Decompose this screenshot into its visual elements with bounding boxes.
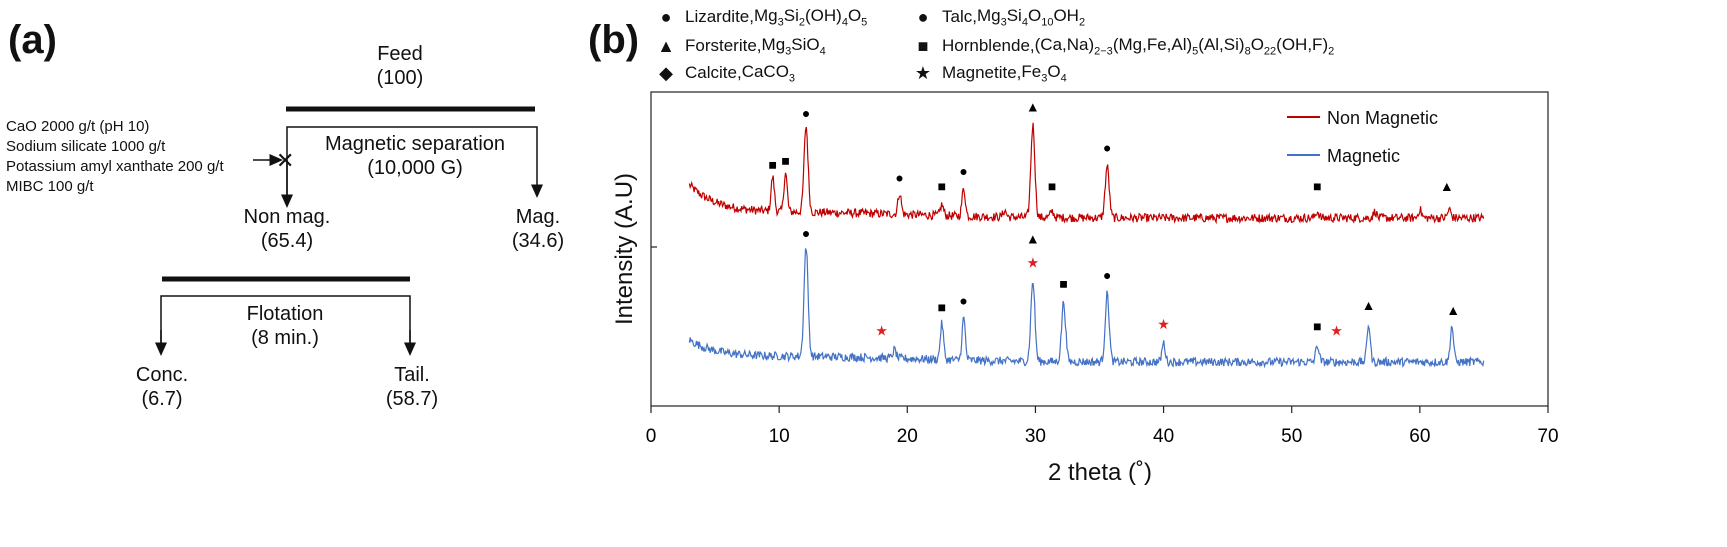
magsep-field: (10,000 G) — [367, 157, 463, 179]
conc-value: (6.7) — [141, 388, 183, 410]
peak-marker-lizardite: ● — [802, 105, 810, 121]
peak-marker-forsterite: ▲ — [1362, 297, 1376, 313]
series-line-non-magnetic — [688, 122, 1485, 225]
peak-marker-magnetite: ★ — [1157, 316, 1170, 332]
condition-2: Potassium amyl xanthate 200 g/t — [6, 158, 224, 175]
series-layer — [688, 122, 1485, 369]
peak-marker-hornblende: ■ — [769, 157, 777, 173]
phase-formula: CaCO3 — [741, 62, 796, 85]
peak-marker-hornblende: ■ — [938, 178, 946, 194]
condition-1: Sodium silicate 1000 g/t — [6, 138, 166, 155]
phase-legend-forsterite: ▲ Forsterite, Mg3SiO4 — [655, 35, 826, 57]
peak-marker-lizardite: ● — [1103, 139, 1111, 155]
y-axis-label: Intensity (A.U) — [611, 173, 638, 325]
condition-3: MIBC 100 g/t — [6, 178, 94, 195]
flowsheet-lines — [155, 106, 543, 356]
flotation-bracket — [160, 295, 411, 348]
x-tick-label: 50 — [1281, 426, 1302, 447]
cross-mark: ✕ — [276, 148, 295, 173]
phase-formula: (Ca,Na)2−3(Mg,Fe,Al)5(Al,Si)8O22(OH,F)2 — [1034, 35, 1335, 58]
legend-label-magnetic: Magnetic — [1327, 146, 1400, 166]
peak-marker-hornblende: ■ — [1048, 178, 1056, 194]
condition-0: CaO 2000 g/t (pH 10) — [6, 118, 150, 135]
flotation-label: Flotation — [246, 303, 324, 325]
peak-marker-forsterite: ▲ — [1026, 99, 1040, 115]
mag-value: (34.6) — [511, 230, 565, 252]
peak-marker-lizardite: ● — [802, 225, 810, 241]
peak-marker-forsterite: ▲ — [1446, 302, 1460, 318]
phase-legend-calcite: ◆ Calcite, CaCO3 — [655, 62, 795, 84]
phase-symbol: ■ — [917, 35, 929, 56]
phase-name: Talc, — [942, 7, 977, 27]
peak-marker-lizardite: ● — [959, 293, 967, 309]
panel-b-label: (b) — [588, 18, 640, 62]
series-line-magnetic — [688, 248, 1485, 369]
phase-name: Forsterite, — [685, 36, 762, 56]
phase-symbol: ● — [917, 6, 929, 27]
peak-marker-magnetite: ★ — [1027, 254, 1040, 270]
peak-marker-forsterite: ▲ — [1440, 178, 1454, 194]
phase-legend-lizardite: ● Lizardite, Mg3Si2(OH)4O5 — [655, 6, 868, 29]
peak-marker-hornblende: ■ — [1059, 276, 1067, 292]
x-tick-label: 60 — [1409, 426, 1430, 447]
x-axis-label: 2 theta (˚) — [1048, 459, 1152, 486]
phase-name: Hornblende, — [942, 36, 1035, 56]
phase-name: Magnetite, — [942, 63, 1022, 83]
non-mag-value: (65.4) — [260, 230, 314, 252]
plot-frame — [650, 91, 1549, 407]
x-tick-label: 30 — [1025, 426, 1046, 447]
phase-legend-hornblende: ■ Hornblende, (Ca,Na)2−3(Mg,Fe,Al)5(Al,S… — [912, 35, 1335, 58]
phase-formula: Mg3Si4O10OH2 — [976, 6, 1086, 29]
x-tick-label: 20 — [897, 426, 918, 447]
phase-symbol: ★ — [914, 62, 932, 83]
phase-symbol: ● — [660, 6, 672, 27]
peak-marker-magnetite: ★ — [875, 322, 888, 338]
phase-symbol: ▲ — [657, 35, 675, 56]
phase-name: Lizardite, — [685, 7, 754, 27]
peak-markers: ■ ■●●■●▲■●■ ▲●★■ ●★▲■●★ ■ ★▲ ▲ — [769, 99, 1461, 339]
peak-marker-magnetite: ★ — [1330, 322, 1343, 338]
peak-marker-lizardite: ● — [895, 170, 903, 186]
legend-label-non-magnetic: Non Magnetic — [1327, 108, 1438, 128]
non-mag-label: Non mag. — [243, 206, 331, 228]
peak-marker-forsterite: ▲ — [1026, 230, 1040, 246]
phase-legend-magnetite: ★ Magnetite, Fe3O4 — [912, 62, 1067, 84]
peak-marker-hornblende: ■ — [1313, 178, 1321, 194]
chart-legend: Non Magnetic Magnetic — [1287, 108, 1438, 166]
panel-a-label: (a) — [8, 18, 57, 62]
peak-marker-hornblende: ■ — [1313, 318, 1321, 334]
conc-label: Conc. — [135, 364, 189, 386]
phase-legend-talc: ● Talc, Mg3Si4O10OH2 — [912, 6, 1086, 29]
x-tick-label: 10 — [769, 426, 790, 447]
x-axis-ticks: 0 10 20 30 40 50 60 70 — [646, 406, 1559, 447]
peak-marker-lizardite: ● — [959, 163, 967, 179]
peak-marker-lizardite: ● — [1103, 267, 1111, 283]
peak-marker-hornblende: ■ — [781, 152, 789, 168]
phase-symbol: ◆ — [659, 62, 673, 83]
tail-value: (58.7) — [385, 388, 439, 410]
x-tick-label: 40 — [1153, 426, 1174, 447]
phase-formula: Mg3SiO4 — [761, 35, 826, 58]
magsep-label: Magnetic separation — [324, 133, 506, 155]
mag-label: Mag. — [515, 206, 561, 228]
phase-formula: Fe3O4 — [1021, 62, 1067, 85]
phase-formula: Mg3Si2(OH)4O5 — [753, 6, 868, 29]
feed-label: Feed — [377, 43, 423, 65]
phase-name: Calcite, — [685, 63, 742, 83]
flotation-time: (8 min.) — [251, 327, 319, 349]
peak-marker-hornblende: ■ — [938, 299, 946, 315]
feed-value: (100) — [376, 67, 424, 89]
x-tick-label: 0 — [646, 426, 657, 447]
x-tick-label: 70 — [1537, 426, 1558, 447]
tail-label: Tail. — [394, 364, 430, 386]
